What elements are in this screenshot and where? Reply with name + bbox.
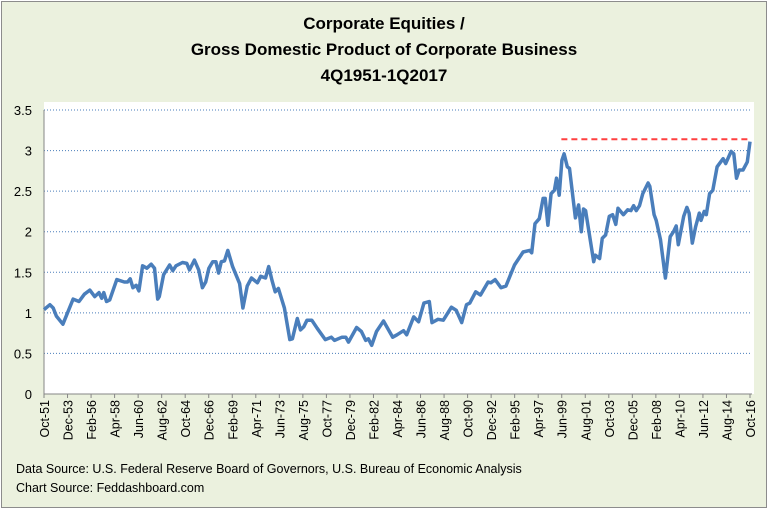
y-tick-label: 2: [25, 225, 32, 240]
x-tick-label: Dec-05: [626, 400, 640, 440]
x-tick-label: Oct-51: [38, 400, 52, 438]
x-tick-label: Jun-99: [556, 400, 570, 438]
x-tick-label: Apr-84: [391, 400, 405, 438]
x-tick-label: Jun-86: [415, 400, 429, 438]
series-line: [42, 141, 752, 348]
chart-title-line-3: 4Q1951-1Q2017: [320, 66, 448, 85]
x-tick-label: Feb-69: [226, 400, 240, 440]
x-tick-label: Oct-64: [179, 400, 193, 438]
x-tick-label: Oct-90: [462, 400, 476, 438]
x-tick-label: Dec-79: [344, 400, 358, 440]
chart-source: Chart Source: Feddashboard.com: [16, 481, 205, 495]
y-tick-label: 0.5: [14, 346, 32, 361]
y-tick-label: 3: [25, 144, 32, 159]
chart-title-line-1: Corporate Equities /: [303, 14, 465, 33]
x-tick-label: Oct-77: [320, 400, 334, 438]
x-tick-label: Jun-73: [273, 400, 287, 438]
x-tick-label: Oct-03: [603, 400, 617, 438]
y-tick-label: 1.5: [14, 265, 32, 280]
x-tick-label: Aug-62: [156, 400, 170, 440]
x-tick-label: Apr-58: [109, 400, 123, 438]
x-tick-label: Feb-56: [85, 400, 99, 440]
x-tick-label: Oct-16: [744, 400, 758, 438]
x-tick-label: Feb-08: [650, 400, 664, 440]
chart-title-line-2: Gross Domestic Product of Corporate Busi…: [190, 40, 578, 59]
data-source: Data Source: U.S. Federal Reserve Board …: [16, 462, 522, 476]
x-tick-label: Dec-53: [62, 400, 76, 440]
y-tick-label: 2.5: [14, 184, 32, 199]
x-tick-label: Apr-97: [532, 400, 546, 438]
x-tick-label: Aug-88: [438, 400, 452, 440]
x-tick-label: Aug-01: [579, 400, 593, 440]
y-tick-label: 3.5: [14, 103, 32, 118]
x-tick-label: Dec-66: [203, 400, 217, 440]
plot-area: [44, 102, 754, 394]
x-tick-label: Feb-95: [509, 400, 523, 440]
x-tick-label: Aug-75: [297, 400, 311, 440]
y-tick-label: 0: [25, 387, 32, 402]
x-tick-label: Jun-60: [132, 400, 146, 438]
x-tick-label: Jun-12: [697, 400, 711, 438]
x-tick-label: Apr-10: [673, 400, 687, 438]
x-tick-label: Dec-92: [485, 400, 499, 440]
x-tick-label: Feb-82: [367, 400, 381, 440]
x-tick-label: Apr-71: [250, 400, 264, 438]
y-tick-label: 1: [25, 306, 32, 321]
x-tick-label: Aug-14: [720, 400, 734, 440]
